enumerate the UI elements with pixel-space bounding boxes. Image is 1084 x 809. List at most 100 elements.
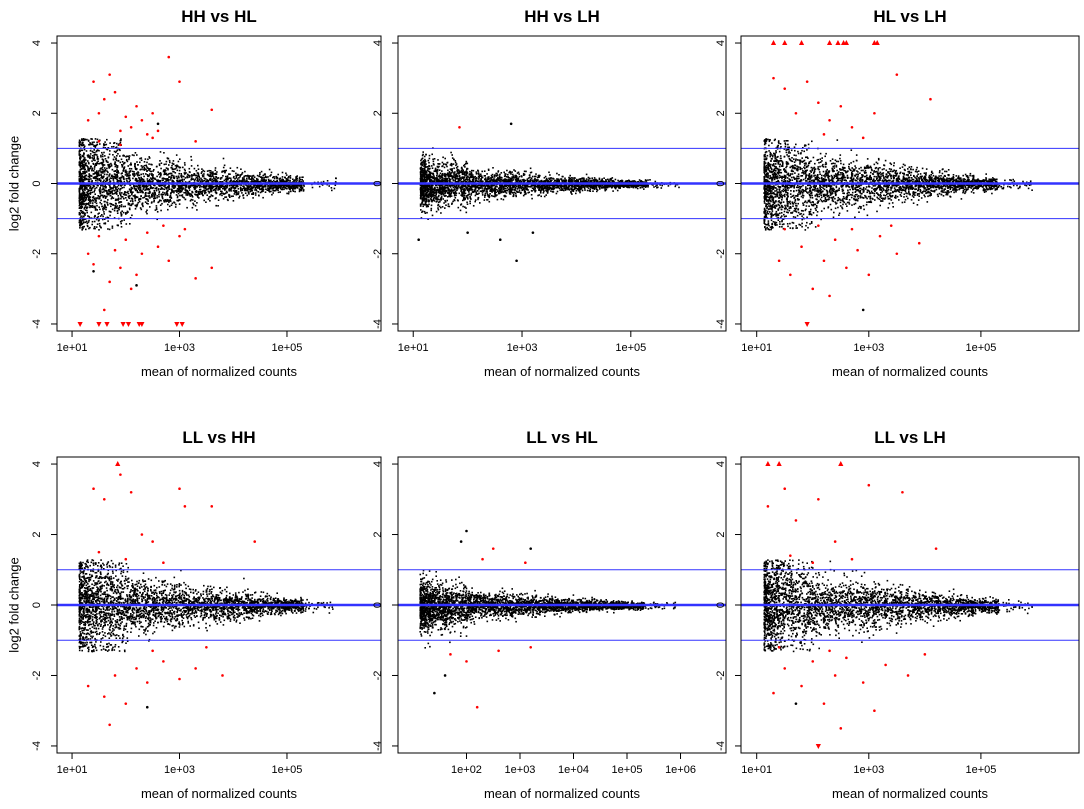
nonsig-point xyxy=(467,190,469,192)
nonsig-point xyxy=(112,154,114,156)
nonsig-point xyxy=(141,165,143,167)
nonsig-point xyxy=(235,187,237,189)
nonsig-point xyxy=(239,196,241,198)
nonsig-point xyxy=(107,194,109,196)
nonsig-point xyxy=(196,190,198,192)
nonsig-point xyxy=(98,220,100,222)
nonsig-point xyxy=(160,200,162,202)
nonsig-point xyxy=(572,177,574,179)
nonsig-point xyxy=(146,210,148,212)
nonsig-point xyxy=(94,226,96,228)
nonsig-point xyxy=(85,163,87,165)
nonsig-point xyxy=(198,168,200,170)
nonsig-point xyxy=(166,167,168,169)
nonsig-point xyxy=(474,201,476,203)
nonsig-point xyxy=(645,179,647,181)
nonsig-point xyxy=(159,160,161,162)
nonsig-point xyxy=(88,144,90,146)
nonsig-point xyxy=(198,193,200,195)
nonsig-point xyxy=(84,157,86,159)
nonsig-point xyxy=(80,179,82,181)
nonsig-point xyxy=(120,198,122,200)
nonsig-point xyxy=(126,180,128,182)
nonsig-point xyxy=(288,191,290,193)
nonsig-point xyxy=(436,187,438,189)
nonsig-point xyxy=(301,190,303,192)
nonsig-point xyxy=(84,201,86,203)
nonsig-point xyxy=(187,174,189,176)
nonsig-point xyxy=(214,186,216,188)
nonsig-point xyxy=(668,185,670,187)
nonsig-point xyxy=(323,181,325,183)
nonsig-point xyxy=(82,190,84,192)
nonsig-point xyxy=(187,191,189,193)
nonsig-point xyxy=(476,171,478,173)
nonsig-point xyxy=(115,166,117,168)
nonsig-point xyxy=(121,226,123,228)
nonsig-point xyxy=(251,179,253,181)
nonsig-point xyxy=(489,201,491,203)
panel-title: HH vs LH xyxy=(524,7,600,26)
nonsig-point xyxy=(519,189,521,191)
nonsig-point xyxy=(145,168,147,170)
nonsig-point xyxy=(91,138,93,140)
nonsig-point xyxy=(438,204,440,206)
nonsig-point xyxy=(201,172,203,174)
nonsig-point xyxy=(422,154,424,156)
nonsig-point xyxy=(284,186,286,188)
nonsig-point xyxy=(145,158,147,160)
nonsig-point xyxy=(153,201,155,203)
nonsig-point xyxy=(282,178,284,180)
nonsig-point xyxy=(242,177,244,179)
nonsig-point xyxy=(123,219,125,221)
nonsig-point xyxy=(327,180,329,182)
nonsig-point xyxy=(179,192,181,194)
nonsig-point xyxy=(202,190,204,192)
nonsig-point xyxy=(99,188,101,190)
nonsig-point xyxy=(202,175,204,177)
nonsig-point xyxy=(112,188,114,190)
nonsig-point xyxy=(79,193,81,195)
nonsig-point xyxy=(243,188,245,190)
nonsig-point xyxy=(88,220,90,222)
nonsig-point xyxy=(85,175,87,177)
nonsig-point xyxy=(185,173,187,175)
nonsig-point xyxy=(87,194,89,196)
nonsig-point xyxy=(171,165,173,167)
nonsig-point xyxy=(111,164,113,166)
nonsig-point xyxy=(175,204,177,206)
nonsig-point xyxy=(243,197,245,199)
nonsig-point xyxy=(165,187,167,189)
nonsig-point xyxy=(269,169,271,171)
nonsig-point xyxy=(208,191,210,193)
nonsig-point xyxy=(281,185,283,187)
nonsig-point xyxy=(97,156,99,158)
nonsig-point xyxy=(117,195,119,197)
nonsig-point xyxy=(647,179,649,181)
nonsig-point xyxy=(91,205,93,207)
sig-point xyxy=(108,281,111,284)
nonsig-point xyxy=(92,163,94,165)
nonsig-point xyxy=(148,163,150,165)
nonsig-point xyxy=(119,192,121,194)
nonsig-point xyxy=(149,192,151,194)
nonsig-point xyxy=(236,177,238,179)
nonsig-point xyxy=(161,196,163,198)
nonsig-point xyxy=(136,197,138,199)
sig-point xyxy=(92,263,95,266)
nonsig-point xyxy=(534,191,536,193)
nonsig-point xyxy=(535,173,537,175)
nonsig-point xyxy=(442,162,444,164)
nonsig-point xyxy=(86,188,88,190)
nonsig-point xyxy=(446,162,448,164)
nonsig-point xyxy=(147,167,149,169)
nonsig-point xyxy=(511,171,513,173)
nonsig-point xyxy=(80,163,82,165)
nonsig-point xyxy=(95,199,97,201)
nonsig-point xyxy=(525,171,527,173)
nonsig-point xyxy=(238,191,240,193)
nonsig-point xyxy=(244,180,246,182)
nonsig-point xyxy=(104,167,106,169)
nonsig-point xyxy=(240,168,242,170)
